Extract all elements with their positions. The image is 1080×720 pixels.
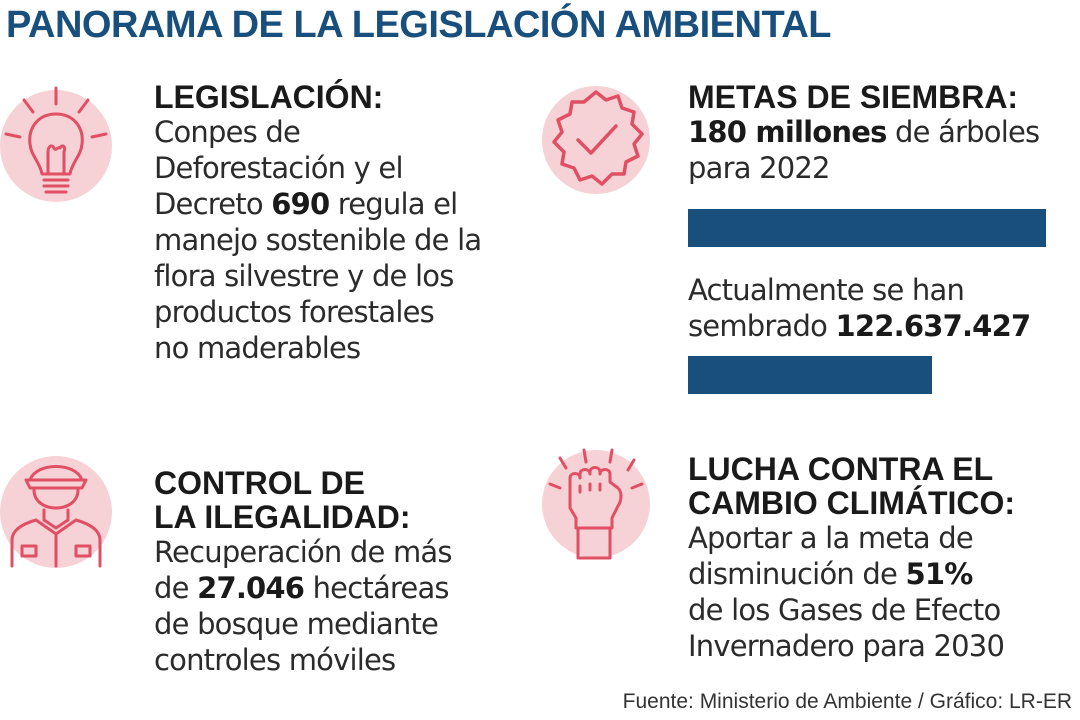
planted-bar-fill (688, 356, 932, 394)
goal-bar-fill (688, 209, 1046, 247)
lucha-heading-line2: CAMBIO CLIMÁTICO: (688, 485, 1016, 521)
legislacion-heading: LEGISLACIÓN: (154, 79, 384, 115)
lucha-heading-line1: LUCHA CONTRA EL (688, 451, 994, 487)
source-credit: Fuente: Ministerio de Ambiente / Gráfico… (622, 690, 1072, 713)
goal-bar (688, 209, 1046, 247)
planted-bar (688, 356, 1046, 394)
police-officer-icon (0, 448, 118, 576)
control-heading-line2: LA ILEGALIDAD: (154, 499, 411, 535)
percent-value: 51% (905, 557, 973, 591)
raised-fist-icon (538, 448, 656, 576)
lucha-section: LUCHA CONTRA EL CAMBIO CLIMÁTICO: Aporta… (688, 451, 1016, 663)
control-section: CONTROL DE LA ILEGALIDAD: Recuperación d… (154, 465, 453, 677)
metas-current: Actualmente se han sembrado 122.637.427 (688, 273, 1031, 343)
control-heading-line1: CONTROL DE (154, 465, 365, 501)
lightbulb-icon (0, 82, 118, 210)
goal-value: 180 millones (688, 115, 887, 149)
legislacion-text: Conpes de Deforestación y el Decreto 690… (154, 115, 482, 365)
hectares-value: 27.046 (197, 571, 305, 605)
planted-value: 122.637.427 (835, 309, 1031, 343)
decreto-number: 690 (271, 187, 330, 221)
page-title: PANORAMA DE LA LEGISLACIÓN AMBIENTAL (6, 4, 832, 46)
legislacion-section: LEGISLACIÓN: Conpes de Deforestación y e… (154, 79, 482, 366)
metas-section: METAS DE SIEMBRA: 180 millones de árbole… (688, 79, 1040, 185)
badge-check-icon (538, 82, 656, 210)
metas-heading: METAS DE SIEMBRA: (688, 79, 1019, 115)
